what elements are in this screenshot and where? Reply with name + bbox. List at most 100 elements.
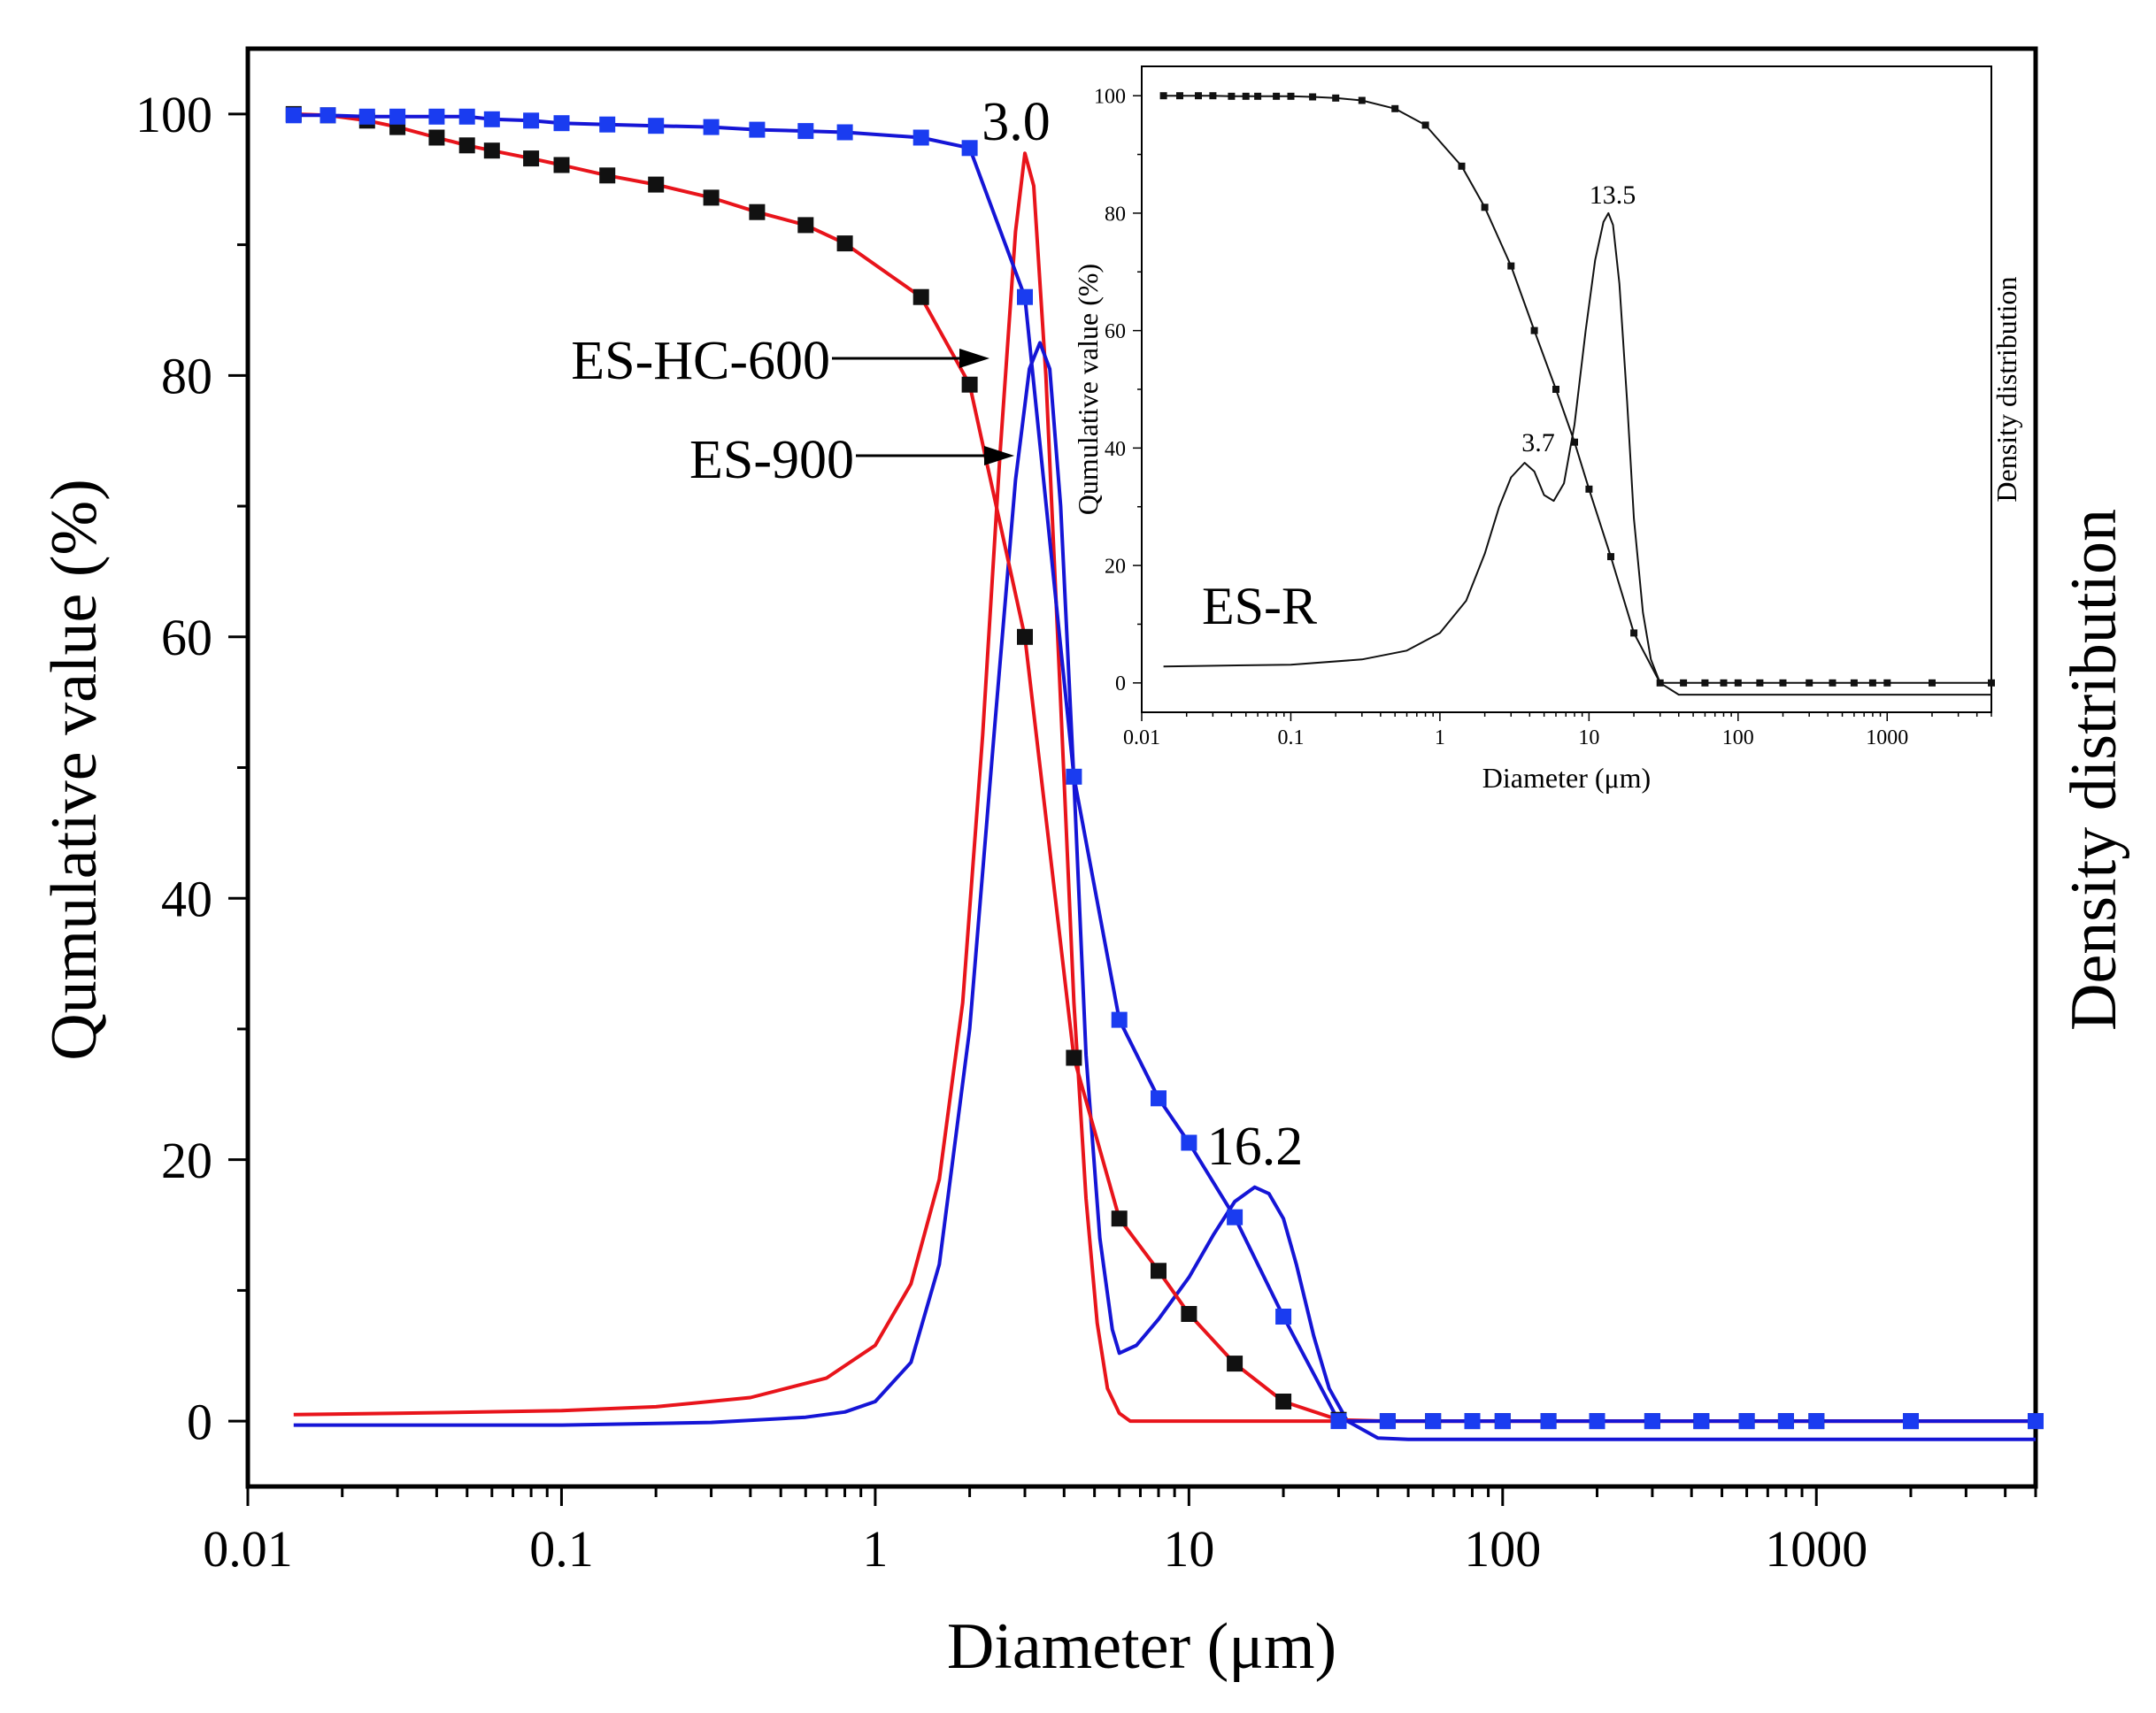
inset-x-tick-label-0: 0.01 [1123,726,1160,749]
inset-marker-s0-5 [1242,92,1250,100]
inset-tick-labels: 0.01 0.1 1 10 100 1000 0 20 40 60 80 100 [1094,86,1908,749]
inset-x-tick-label-4: 100 [1722,726,1754,749]
main-x-tick-label-2: 1 [862,1520,888,1578]
main-marker-s0-21 [1181,1306,1197,1322]
main-marker-s0-16 [961,376,978,393]
main-marker-s0-20 [1151,1263,1167,1279]
inset-y-tick-label-5: 100 [1094,86,1126,109]
inset-axis-ticks [1133,95,1992,721]
main-marker-s1-18 [1066,768,1082,785]
series-label-es-900: ES-900 [689,430,854,490]
main-marker-s0-8 [553,157,570,173]
main-marker-s0-12 [749,204,766,220]
inset-marker-s0-27 [1734,679,1742,687]
inset-x-tick-label-1: 0.1 [1277,726,1304,749]
peak-label-3-0: 3.0 [982,92,1051,152]
inset-marker-s0-36 [1988,679,1995,687]
inset-marker-s0-29 [1779,679,1787,687]
inset-line-es-r-density [1163,211,1991,696]
inset-marker-s0-25 [1701,679,1709,687]
main-y-tick-label-2: 40 [161,871,212,928]
inset-marker-s0-7 [1273,92,1281,100]
main-marker-s1-24 [1330,1413,1347,1430]
inset-density-curve [1163,211,1991,696]
inset-y-axis-label: Qumulative value (%) [1072,264,1104,515]
inset-marker-s0-0 [1159,92,1167,100]
inset-marker-s0-11 [1358,96,1366,104]
inset-marker-s0-34 [1883,679,1891,687]
main-right-axis-label: Density distribution [2058,509,2130,1031]
inset-chart-panel: 0.01 0.1 1 10 100 1000 0 20 40 60 80 100 Diameter (… [1072,62,2022,794]
main-y-tick-label-1: 20 [161,1132,212,1189]
inset-background [1137,62,1996,717]
main-density-curves [293,151,2036,1441]
inset-y-tick-label-2: 40 [1105,438,1126,461]
main-marker-s0-6 [483,142,500,159]
main-marker-s1-4 [428,108,445,125]
inset-panel-label: ES-R [1202,577,1317,635]
inset-marker-s0-19 [1571,438,1578,446]
main-marker-s0-5 [458,137,475,154]
inset-marker-s0-3 [1209,92,1217,100]
main-marker-s1-3 [389,108,406,125]
inset-peak-label-13-5: 13.5 [1590,181,1636,210]
main-marker-s1-19 [1111,1011,1128,1028]
main-marker-s1-21 [1181,1134,1197,1151]
main-marker-s1-30 [1589,1413,1605,1430]
main-marker-s0-17 [1017,628,1033,645]
inset-marker-s0-14 [1458,162,1466,170]
main-marker-s1-20 [1151,1090,1167,1107]
series-label-es-hc-600: ES-HC-600 [571,331,830,391]
main-marker-s1-12 [749,121,766,138]
inset-x-tick-label-2: 1 [1435,726,1445,749]
main-marker-s1-5 [458,108,475,125]
inset-x-axis-label: Diameter (μm) [1482,762,1651,794]
main-marker-s1-13 [797,123,814,140]
inset-marker-s0-31 [1829,679,1836,687]
inset-y-tick-label-3: 60 [1105,320,1126,343]
inset-peak-label-3-7: 3.7 [1521,428,1555,457]
main-marker-s1-8 [553,115,570,132]
main-marker-s1-1 [320,107,336,124]
main-line-es-hc-600-density [293,151,2036,1424]
peak-label-16-2: 16.2 [1207,1117,1304,1177]
main-marker-s0-10 [648,176,665,193]
main-y-axis-label: Qumulative value (%) [38,479,111,1061]
inset-marker-s0-35 [1929,679,1936,687]
main-marker-s1-10 [648,118,665,134]
main-x-tick-label-5: 1000 [1765,1520,1867,1578]
main-cumulative-markers [285,105,2044,1430]
main-marker-s1-22 [1227,1209,1244,1225]
main-marker-s1-27 [1464,1413,1481,1430]
main-marker-s1-17 [1017,288,1033,305]
main-marker-s1-14 [836,124,853,141]
inset-marker-s0-18 [1552,386,1559,393]
main-marker-s1-11 [703,119,720,135]
inset-marker-s0-30 [1806,679,1813,687]
inset-marker-s0-12 [1391,104,1399,112]
main-marker-s1-37 [2028,1413,2044,1430]
inset-marker-s0-21 [1607,553,1614,561]
main-marker-s1-28 [1494,1413,1511,1430]
main-line-es-900-density [293,341,2036,1441]
main-marker-s0-14 [836,235,853,252]
inset-cumulative-markers [1159,92,1995,687]
main-marker-s0-7 [523,150,540,167]
inset-marker-s0-33 [1868,679,1876,687]
inset-x-tick-label-5: 1000 [1866,726,1908,749]
main-marker-s1-6 [483,111,500,127]
inset-y-tick-label-4: 80 [1105,203,1126,226]
main-marker-s1-23 [1275,1309,1292,1325]
inset-marker-s0-9 [1309,93,1317,101]
inset-x-tick-label-3: 10 [1578,726,1599,749]
main-marker-s1-0 [285,107,302,124]
inset-y-tick-label-1: 20 [1105,555,1126,578]
arrow-es-900-head [984,446,1014,465]
inset-marker-s0-4 [1228,92,1236,100]
inset-marker-s0-16 [1507,262,1515,270]
inset-marker-s0-20 [1585,485,1593,493]
inset-marker-s0-15 [1481,204,1489,211]
main-marker-s1-33 [1738,1413,1755,1430]
main-marker-s0-19 [1111,1210,1128,1227]
